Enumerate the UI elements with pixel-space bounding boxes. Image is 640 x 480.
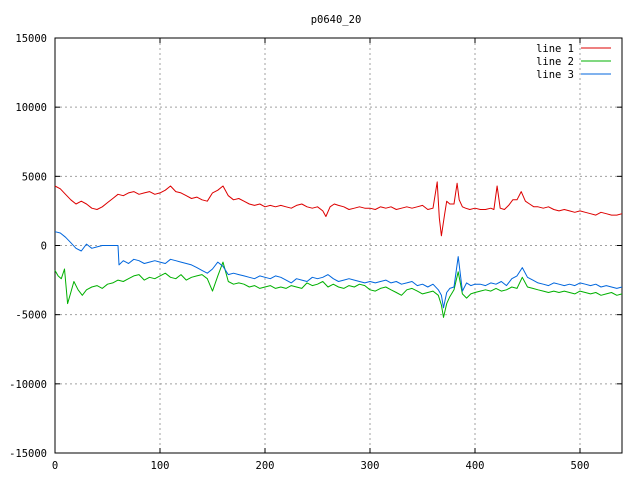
x-axis: 0 100 200 300 400 500	[52, 38, 590, 472]
series-lines	[54, 181, 623, 318]
y-tick-label: -15000	[9, 448, 47, 460]
legend-label-3: line 3	[536, 69, 574, 81]
series-line-2	[54, 261, 623, 318]
chart-title: p0640_20	[311, 14, 362, 26]
x-tick-label: 300	[361, 460, 380, 472]
y-tick-label: -10000	[9, 379, 47, 391]
x-tick-label: 500	[571, 460, 590, 472]
y-tick-label: 15000	[15, 33, 47, 45]
x-tick-label: 400	[466, 460, 485, 472]
y-tick-label: 10000	[15, 102, 47, 114]
y-tick-label: -5000	[15, 310, 47, 322]
series-line-3	[54, 231, 623, 309]
y-axis: -15000 -10000 -5000 0 5000 10000 15000	[9, 33, 622, 460]
x-tick-label: 0	[52, 460, 58, 472]
y-tick-label: 0	[41, 241, 47, 253]
series-line-1	[54, 181, 623, 237]
y-tick-label: 5000	[22, 171, 47, 183]
legend-label-2: line 2	[536, 56, 574, 68]
x-tick-label: 200	[256, 460, 275, 472]
grid-lines	[55, 38, 622, 453]
x-tick-label: 100	[151, 460, 170, 472]
legend-label-1: line 1	[536, 43, 574, 55]
